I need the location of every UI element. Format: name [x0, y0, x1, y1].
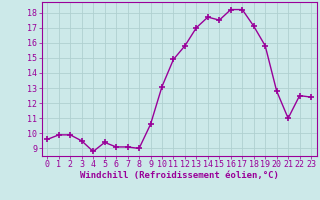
X-axis label: Windchill (Refroidissement éolien,°C): Windchill (Refroidissement éolien,°C)	[80, 171, 279, 180]
